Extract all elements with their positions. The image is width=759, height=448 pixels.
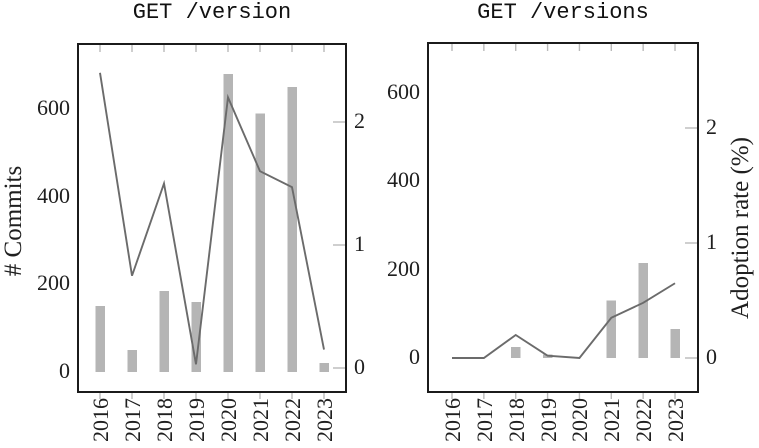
commit-bar [95,306,105,372]
year-tick-label: 2017 [120,398,145,442]
commit-bar [255,113,265,372]
commits-tick-label: 600 [37,94,70,120]
commits-tick-label: 200 [387,255,420,281]
commit-bar [319,363,329,372]
plot-border [77,43,347,393]
commits-tick-label: 400 [37,182,70,208]
rate-tick-label: 2 [354,108,365,133]
commit-bar [670,329,680,358]
commits-tick-label: 200 [37,270,70,296]
year-tick-label: 2019 [184,398,209,442]
commit-bar [159,290,169,372]
year-tick-label: 2021 [248,398,273,442]
adoption-rate-line [452,282,676,359]
year-tick-label: 2016 [88,398,113,442]
commit-bar [223,73,233,372]
rate-tick-label: 1 [706,229,717,254]
adoption-rate-line [99,72,325,365]
year-tick-label: 2023 [663,398,689,442]
commit-bar [127,350,137,372]
year-tick-label: 2016 [440,398,465,442]
chart-title-versions: GET /versions [477,0,649,25]
year-tick-label: 2022 [280,398,305,442]
year-tick-label: 2020 [567,398,593,442]
commits-tick-label: 0 [409,344,420,369]
rate-tick-label: 2 [706,114,717,139]
chart-title-version: GET /version [132,0,292,25]
year-tick-label: 2020 [216,398,241,442]
year-tick-label: 2019 [535,398,561,442]
commit-bar [638,262,648,358]
year-tick-label: 2022 [631,398,657,442]
year-tick-label: 2021 [599,398,625,442]
year-tick-label: 2017 [471,398,497,442]
plot-border [427,42,699,393]
commit-bar [287,86,297,372]
commit-bar [191,301,201,372]
year-tick-label: 2018 [503,398,529,442]
commits-tick-label: 0 [59,358,70,383]
rate-tick-label: 0 [706,344,717,369]
year-tick-label: 2018 [152,398,177,442]
rate-tick-label: 1 [354,231,365,256]
commits-tick-label: 400 [387,167,420,192]
commits-tick-label: 600 [387,78,420,104]
commit-bar [606,300,617,358]
year-tick-label: 2023 [312,398,337,442]
commit-bar [510,346,521,358]
rate-tick-label: 0 [354,354,365,379]
